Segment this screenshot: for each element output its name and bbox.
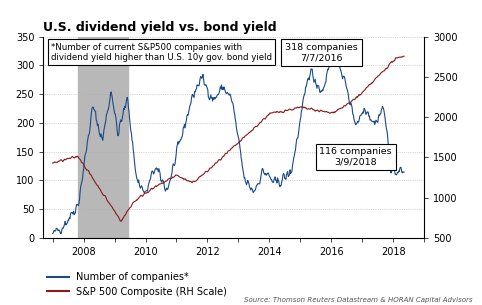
Text: *Number of current S&P500 companies with
dividend yield higher than U.S. 10y gov: *Number of current S&P500 companies with… — [51, 43, 272, 62]
Text: U.S. dividend yield vs. bond yield: U.S. dividend yield vs. bond yield — [43, 21, 277, 34]
Bar — [79, 37, 128, 238]
Text: Source: Thomson Reuters Datastream & HORAN Capital Advisors: Source: Thomson Reuters Datastream & HOR… — [244, 297, 472, 303]
Legend: Number of companies*, S&P 500 Composite (RH Scale): Number of companies*, S&P 500 Composite … — [43, 268, 231, 301]
Text: 116 companies
3/9/2018: 116 companies 3/9/2018 — [319, 147, 392, 167]
Text: 318 companies
7/7/2016: 318 companies 7/7/2016 — [285, 43, 358, 62]
